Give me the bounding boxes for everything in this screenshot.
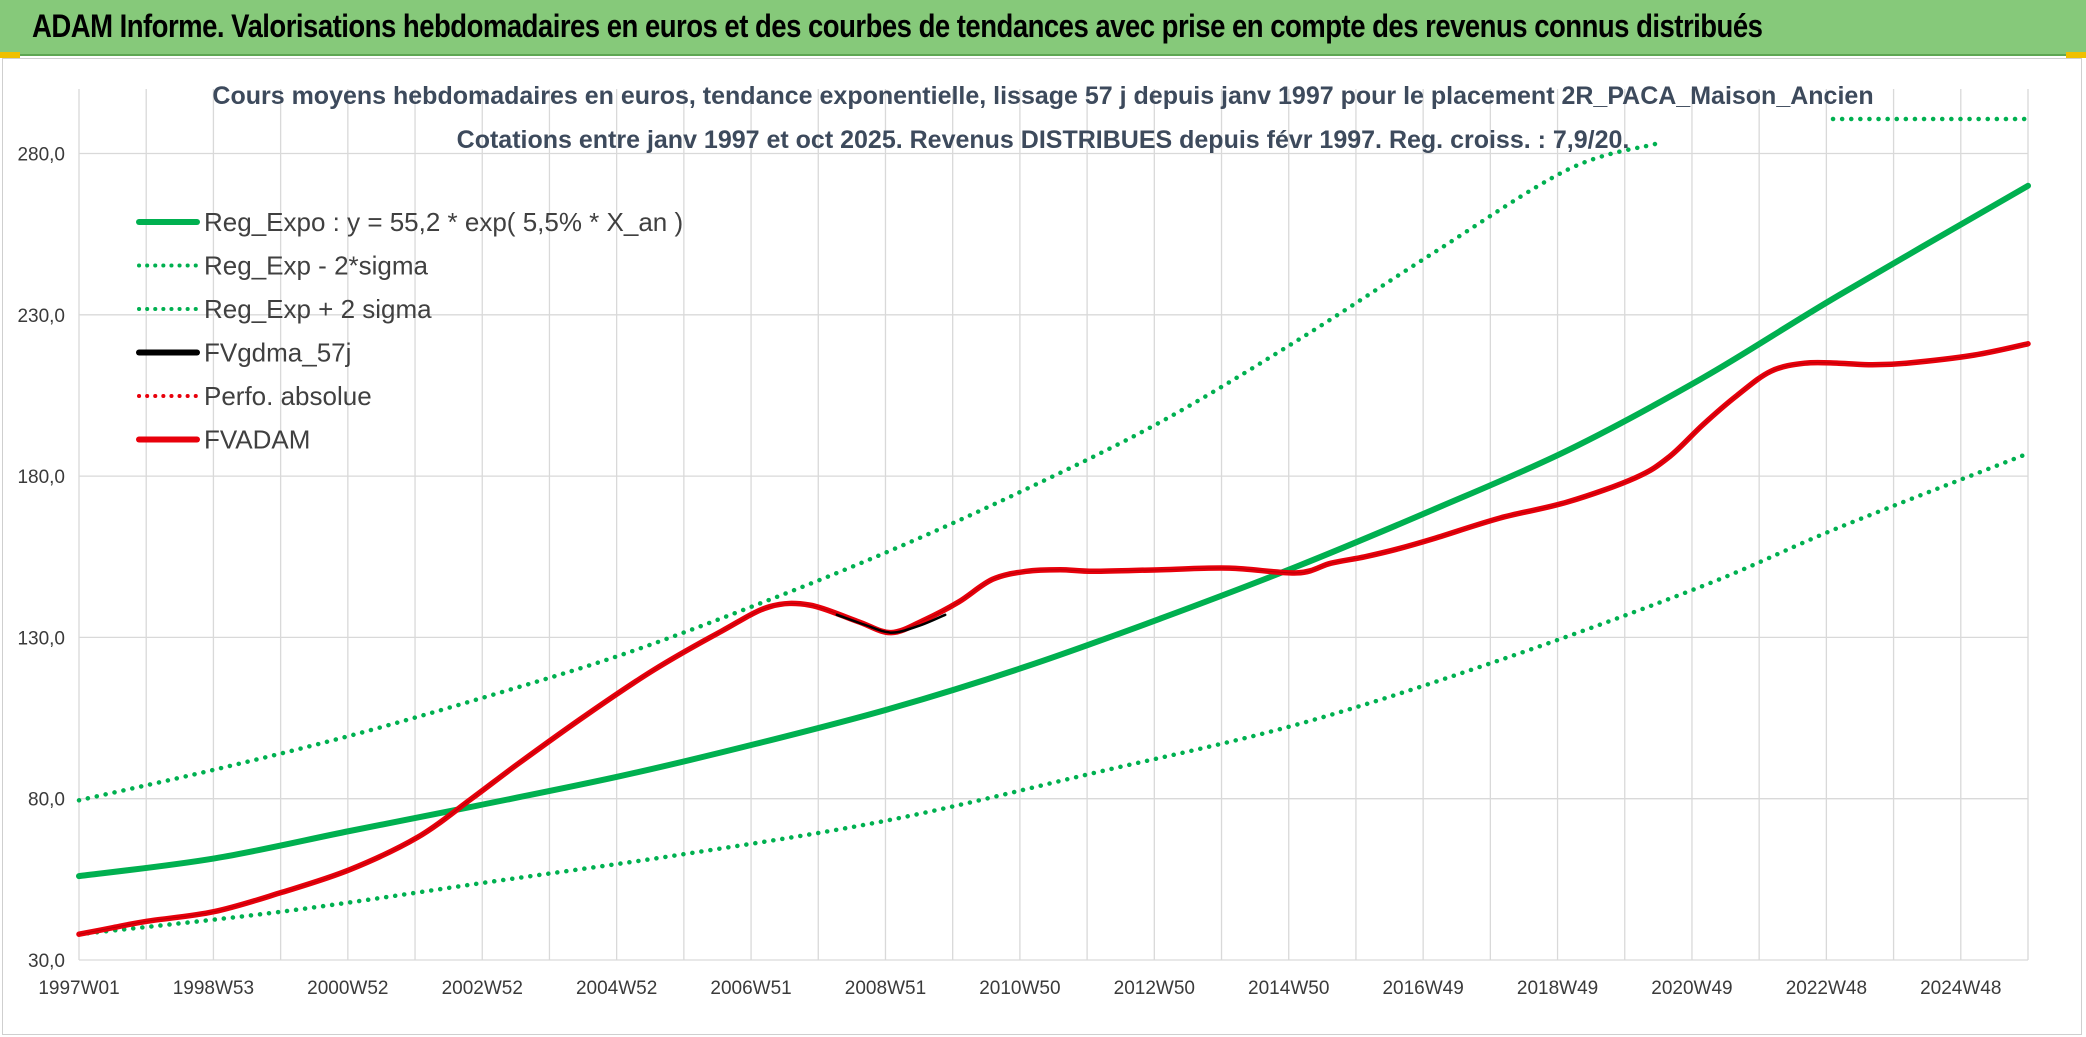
legend-label: FVADAM [204,425,310,455]
y-tick-label: 30,0 [28,951,65,972]
x-tick-label: 2016W49 [1382,978,1463,999]
y-tick-label: 280,0 [17,145,65,166]
series-reg-expo [76,182,2031,880]
x-tick-label: 2006W51 [710,978,791,999]
x-tick-label: 2010W50 [979,978,1060,999]
series-fvgdma-57j [835,613,947,634]
legend-label: Reg_Exp + 2 sigma [204,294,432,324]
x-tick-label: 2000W52 [307,978,388,999]
x-tick-label: 2002W52 [442,978,523,999]
y-tick-label: 130,0 [17,628,65,649]
y-tick-label: 230,0 [17,306,65,327]
x-tick-label: 2020W49 [1651,978,1732,999]
series-reg-exp-minus-2sigma [76,451,2031,937]
y-tick-label: 180,0 [17,467,65,488]
page-title: ADAM Informe. Valorisations hebdomadaire… [32,8,1763,44]
corner-accent-right [2066,52,2086,58]
legend-label: FVgdma_57j [204,338,351,368]
x-tick-label: 2022W48 [1786,978,1867,999]
series-fvadam-core [78,343,2029,935]
x-tick-label: 2014W50 [1248,978,1329,999]
legend-label: Reg_Exp - 2*sigma [204,251,429,281]
series-reg-exp-plus-2sigma [76,141,1659,803]
series-fvadam [76,341,2031,937]
chart-title-line2: Cotations entre janv 1997 et oct 2025. R… [457,126,1630,154]
x-tick-label: 2012W50 [1114,978,1195,999]
x-tick-label: 2004W52 [576,978,657,999]
header-bar: ADAM Informe. Valorisations hebdomadaire… [0,0,2086,56]
x-tick-label: 2018W49 [1517,978,1598,999]
x-tick-label: 1998W53 [173,978,254,999]
chart-svg: Reg_Expo : y = 55,2 * exp( 5,5% * X_an )… [17,82,2031,999]
chart-area: Reg_Expo : y = 55,2 * exp( 5,5% * X_an )… [2,58,2082,1035]
legend-label: Reg_Expo : y = 55,2 * exp( 5,5% * X_an ) [204,207,683,237]
y-tick-label: 80,0 [28,790,65,811]
chart-title-line1: Cours moyens hebdomadaires en euros, ten… [212,82,1873,110]
x-tick-label: 2008W51 [845,978,926,999]
legend-label: Perfo. absolue [204,381,372,411]
corner-accent-left [0,52,20,58]
x-tick-label: 1997W01 [38,978,119,999]
x-tick-label: 2024W48 [1920,978,2001,999]
